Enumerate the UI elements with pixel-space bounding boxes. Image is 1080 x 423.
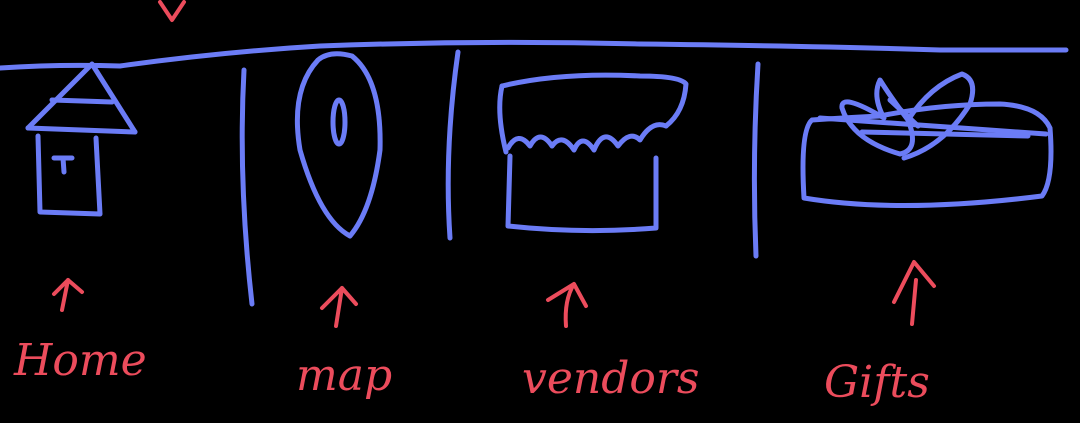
nav-label-map: map [296,350,392,401]
nav-label-vendors: vendors [522,353,700,404]
nav-divider [445,49,461,241]
gift-box-icon [800,71,1054,208]
up-arrow-icon [320,286,358,328]
up-arrow-icon [546,282,588,328]
house-icon [25,61,138,217]
top-arrow-fragment [158,0,186,22]
nav-divider [751,61,761,259]
nav-bar-border [0,39,1069,71]
nav-label-gifts: Gifts [824,357,930,408]
nav-item-gifts[interactable] [800,71,1054,208]
up-arrow-icon [892,260,936,326]
nav-item-map[interactable] [294,51,383,239]
nav-label-home: Home [13,335,147,386]
map-pin-icon [294,51,383,239]
nav-divider [239,67,255,307]
market-stall-icon [497,72,689,234]
nav-item-vendors[interactable] [497,72,689,234]
up-arrow-icon [52,278,84,312]
nav-item-home[interactable] [25,61,138,217]
